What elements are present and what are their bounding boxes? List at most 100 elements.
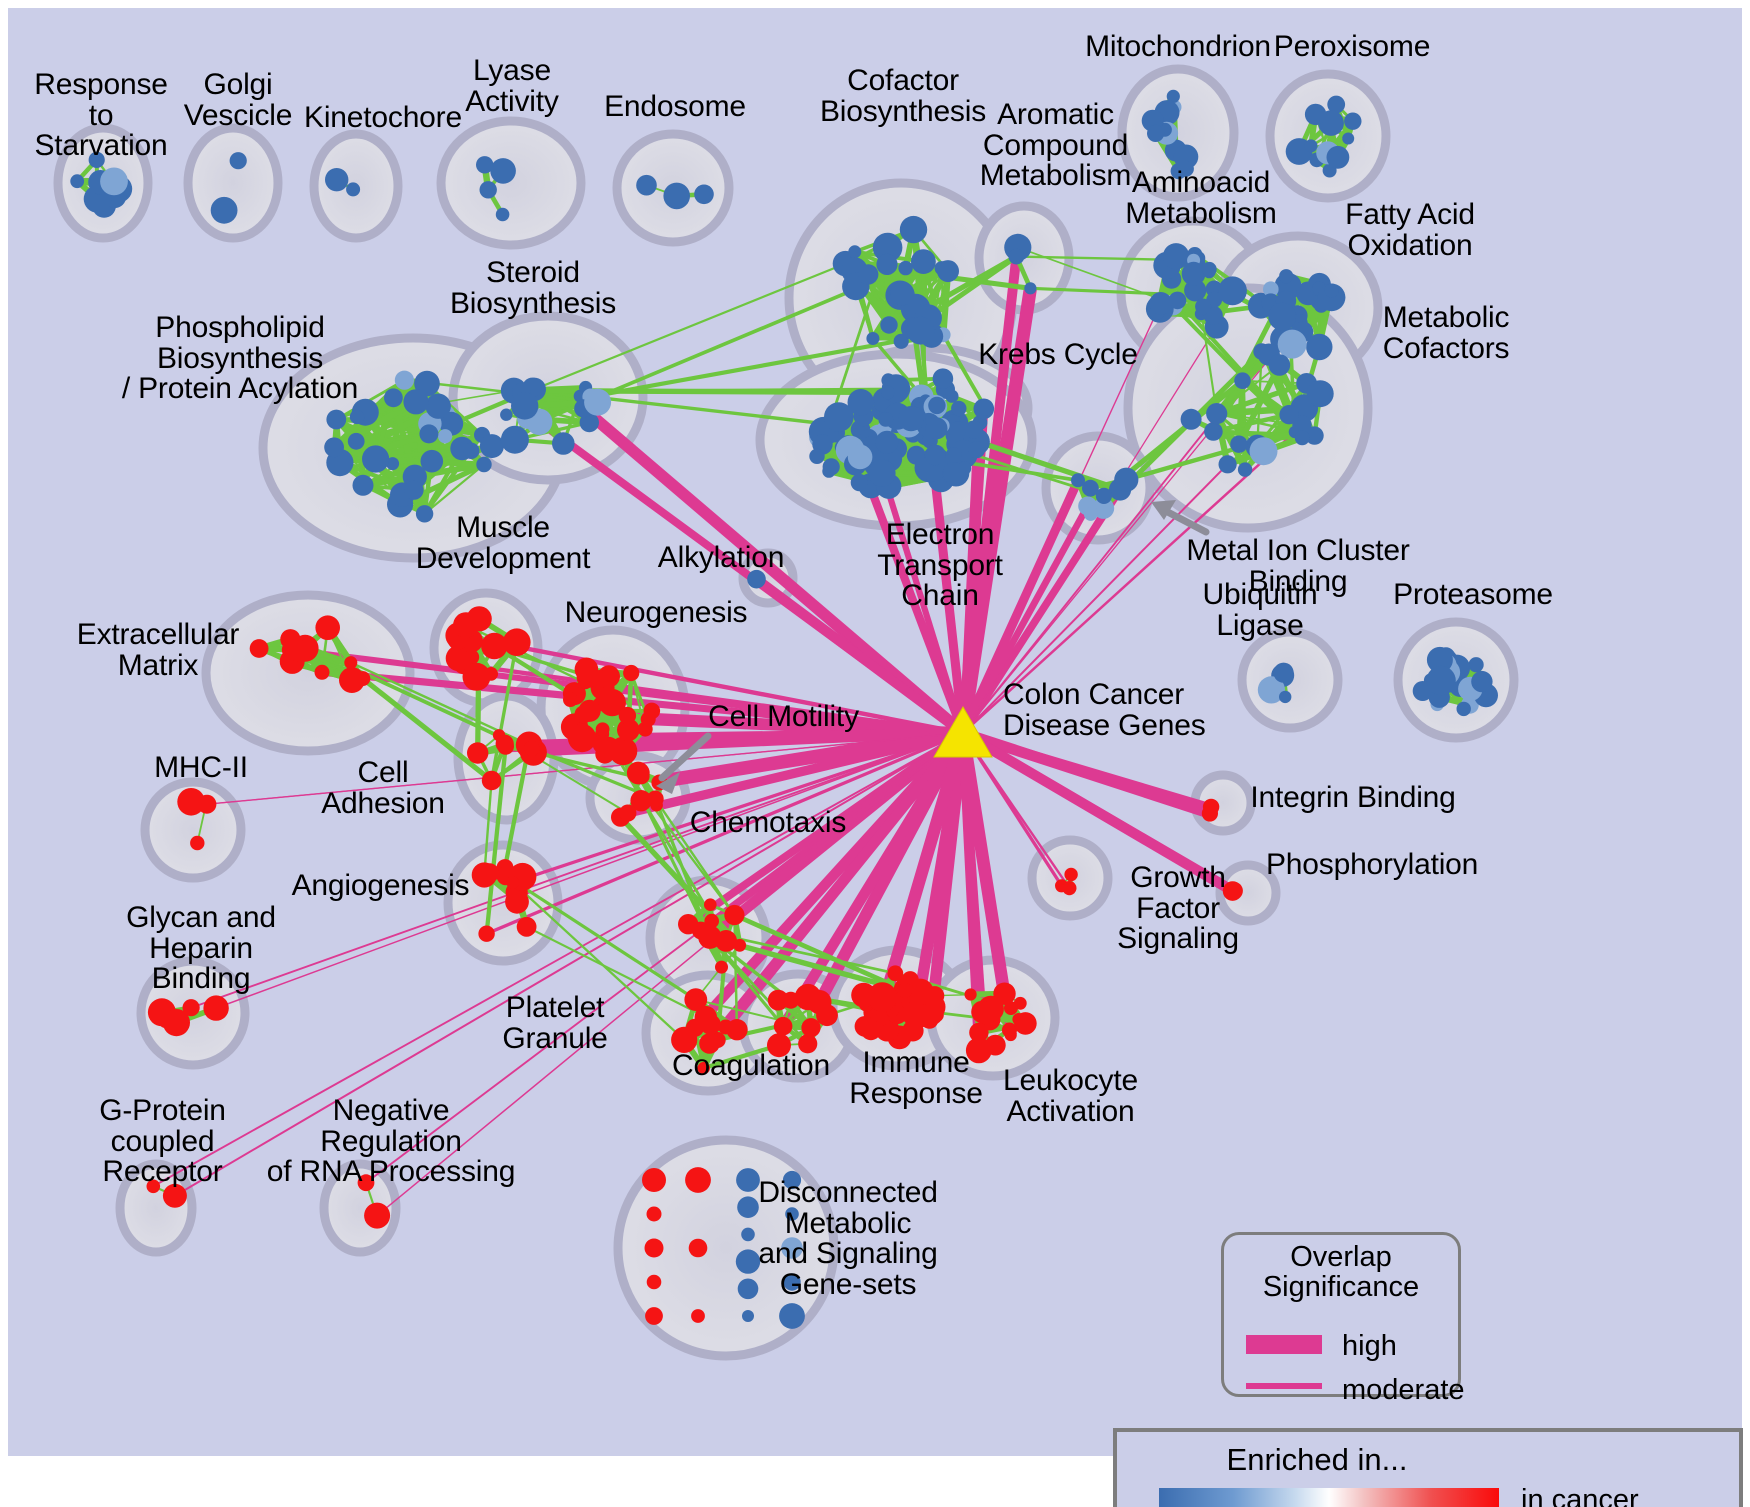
gene-set-node [197,796,215,813]
gene-set-node [868,459,896,487]
gene-set-node [592,734,612,754]
gene-set-node [643,702,661,720]
gene-set-node [724,904,745,926]
hub-edge-metabolic-cofactors [962,463,1229,734]
inter-cluster-overlap-edge [489,640,519,783]
gene-set-node [1206,403,1228,425]
network-background: Response to Starvation Golgi Vescicle Kine… [8,8,1743,1507]
enrichment-colorbar [1159,1488,1499,1507]
cluster-label-ubiquitin-ligase: Ubiquitin Ligase [1202,578,1318,642]
hub-edge-alkylation [753,575,966,737]
gene-set-node [876,253,898,275]
gene-set-node [479,434,504,459]
gene-set-node [964,988,977,1001]
cluster-ellipse-alkylation [738,548,798,608]
gene-set-node [286,639,309,662]
gene-set-node [567,723,597,753]
gene-set-node [1257,676,1285,704]
gene-set-node [911,249,936,274]
hub-edge-growth-factor-signaling [961,732,1064,887]
cluster-ellipse-lyase-activity [436,116,586,250]
gene-set-node [1224,881,1243,900]
hub-edge-leukocyte-activation [959,732,987,1013]
gene-set-node [1426,646,1453,673]
gene-set-node [500,425,529,454]
hub-edge-aminoacid-metabolism [962,303,1162,734]
cluster-label-extracellular-matrix: Extracellular Matrix [76,618,240,682]
gene-set-node [920,1002,944,1026]
gene-set-node [1230,435,1248,453]
gene-set-node [924,444,946,466]
gene-set-node [646,1206,662,1222]
gene-set-node [595,722,610,737]
gene-set-node [798,1034,818,1054]
gene-set-node [688,1238,708,1258]
gene-set-node [344,656,358,670]
inter-cluster-overlap-edge [492,643,631,733]
hub-label: Colon Cancer Disease Genes [1003,678,1206,742]
gene-set-node [747,569,766,589]
gene-set-node [146,1179,161,1194]
gene-set-node [1181,261,1206,286]
overlap-moderate-label: moderate [1342,1374,1465,1406]
gene-set-node [1064,867,1078,882]
gene-set-node [1304,139,1318,153]
gene-set-node [1195,298,1212,315]
inter-cluster-overlap-edge [925,254,1019,321]
gene-set-node [1177,160,1194,177]
gene-set-node [630,790,652,812]
gene-set-node [425,393,451,419]
gene-set-node [362,445,390,473]
gene-set-node [866,332,880,345]
gene-set-node [1279,269,1294,284]
cluster-label-proteasome: Proteasome [1393,578,1553,611]
gene-set-node [1083,507,1098,521]
gene-set-node [646,1274,662,1290]
gene-set-node [325,168,349,192]
hub-edge-metabolic-cofactors [962,431,1296,734]
gene-set-node [984,1034,1006,1056]
gene-set-node [794,983,822,1011]
gene-set-node [671,1026,698,1053]
gene-set-node [801,1018,821,1038]
gene-set-node-layer [70,89,1498,1329]
colon-cancer-hub-node[interactable] [933,706,993,758]
gene-set-node [563,692,578,707]
gene-set-node [419,424,439,444]
gene-set-node [741,1227,755,1242]
gene-set-node [1344,112,1362,130]
overlap-edge [336,430,432,466]
gene-set-node [969,1022,989,1043]
inter-cluster-overlap-edge [533,262,847,391]
gene-set-node [190,835,205,851]
gene-set-node [1306,333,1333,361]
gene-set-node [691,1309,705,1323]
gene-set-node [1342,132,1355,145]
gene-set-node [685,1167,711,1193]
gene-set-node [1180,408,1202,430]
gene-set-node [1149,292,1173,315]
cluster-label-neurogenesis: Neurogenesis [564,596,748,629]
gene-set-node [1004,1001,1018,1015]
gene-set-node [899,215,928,244]
gene-set-node [415,505,434,523]
gene-set-node [880,316,898,334]
gene-set-node [404,480,424,500]
cluster-label-mhc-ii: MHC-II [154,751,248,784]
cluster-label-peroxisome: Peroxisome [1273,30,1431,63]
gene-set-node [1024,282,1037,295]
gene-set-node [848,245,862,259]
cluster-ellipse-metabolic-cofactors [1123,283,1373,533]
gene-set-node [552,432,575,455]
cluster-label-cell-motility: Cell Motility [708,700,859,733]
gene-set-node [781,1237,803,1259]
gene-set-node [574,705,593,724]
gene-set-node [516,916,537,937]
gene-set-node [490,158,516,184]
gene-set-node [971,1000,994,1024]
gene-set-node [576,666,599,689]
gene-set-node [779,1303,805,1329]
hub-edge-muscle-development [458,633,964,736]
gene-set-node [500,408,513,421]
gene-set-node [357,1174,375,1192]
